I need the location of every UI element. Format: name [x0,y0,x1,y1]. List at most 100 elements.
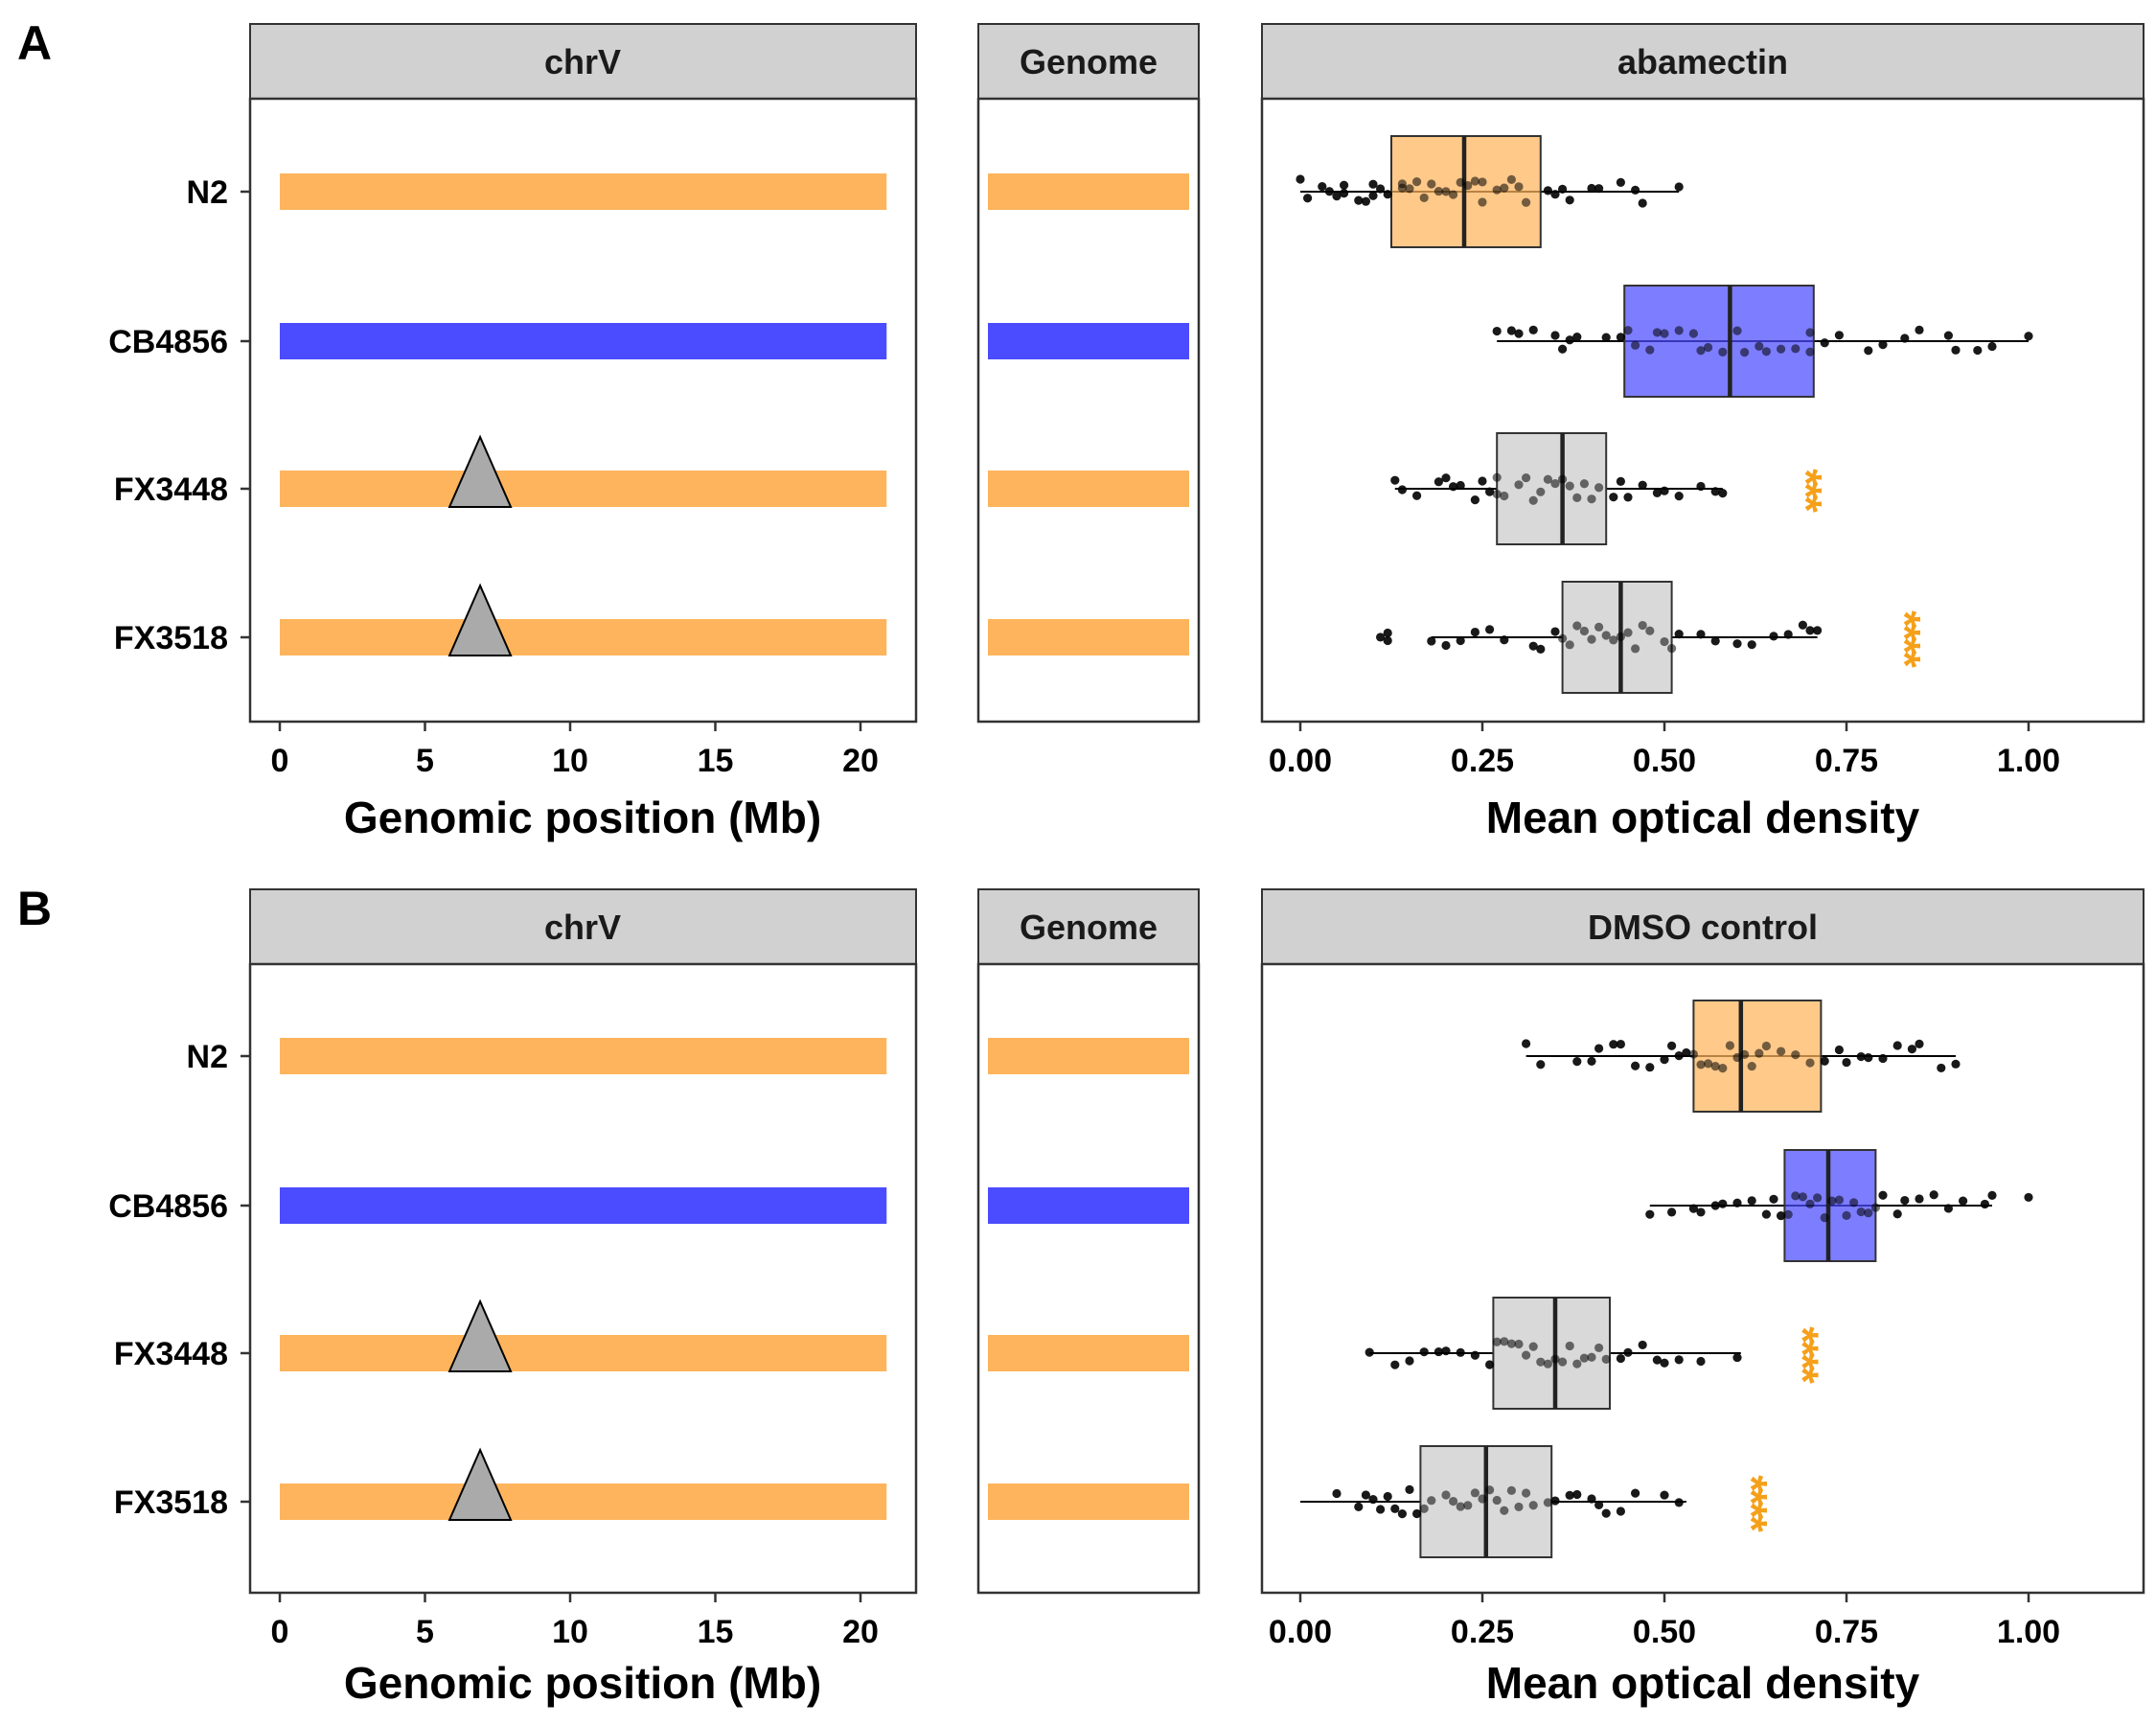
data-point [1900,1195,1910,1206]
strip-bg [249,888,917,965]
data-point [1558,344,1568,354]
strip-label-genome: Genome [1020,908,1158,947]
data-point [1485,1360,1495,1369]
facet-genome-a: Genome [976,23,1201,724]
chr-bar [280,1484,887,1520]
data-point [1441,473,1451,483]
genome-bars [988,173,1189,656]
genome-bar [988,1038,1189,1074]
data-point [1434,186,1443,196]
data-point [1761,347,1771,356]
data-point [1528,325,1538,334]
data-point [1645,1209,1655,1219]
data-point [1470,1488,1479,1498]
data-point [1368,1495,1378,1505]
data-point [1470,176,1479,186]
data-point [1747,1196,1756,1206]
y-tick-label: FX3448 [114,1336,228,1372]
data-point [1710,1061,1720,1071]
chr-bar [280,1038,887,1074]
introgression-marker [447,1447,513,1521]
data-point [1456,1347,1465,1357]
strip-bg [977,23,1200,100]
data-point [1631,340,1640,350]
chr-bars [280,173,887,656]
data-point [1755,1048,1764,1058]
x-axis-phenotype: 0.00 0.25 0.50 0.75 1.00 [1269,722,2060,779]
data-point [1798,620,1807,630]
significance-stars: **** [1727,1475,1777,1532]
data-point [1427,636,1436,646]
data-point [1907,1045,1916,1054]
data-point [1500,1506,1509,1515]
data-point [1565,335,1574,345]
data-point [1616,1353,1625,1364]
x-tick-label: 0.00 [1269,743,1332,779]
data-point [1783,1209,1793,1219]
x-axis-genomic: 0 5 10 15 20 [271,1593,879,1650]
data-point [1463,1501,1473,1510]
data-point [1587,494,1596,504]
data-point [1601,1508,1611,1518]
boxplots: **** **** [1300,1000,2033,1558]
data-point [1332,1488,1342,1499]
data-point [1688,1049,1698,1059]
data-point [1449,482,1458,492]
box [1496,432,1608,545]
data-point [1834,331,1844,340]
x-axis-title-genomic: Genomic position (Mb) [344,1658,821,1708]
data-point [1558,633,1568,643]
strip-bg [249,23,917,100]
data-point [1365,1347,1374,1357]
y-tick-label: CB4856 [108,1188,228,1225]
data-point [1332,192,1342,201]
data-point [1506,1339,1516,1348]
panel-tag-b: B [17,882,52,935]
data-point [1594,622,1604,632]
data-point [1732,639,1742,649]
data-point [1682,1047,1691,1058]
data-point [1456,1502,1465,1511]
data-point [1500,183,1509,193]
x-axis-genomic: 0 5 10 15 20 [271,722,879,779]
data-point [1623,493,1633,502]
data-point [1492,489,1502,499]
data-point [1631,185,1640,195]
data-point [1456,177,1465,187]
data-point [1813,626,1823,635]
data-point [1463,180,1473,191]
data-point [1361,196,1370,206]
data-point [1470,1350,1479,1360]
chr-bar [280,1335,887,1371]
data-point [1441,640,1451,651]
introgression-marker [447,434,513,508]
x-tick-label: 0.50 [1633,1614,1696,1650]
data-point [1376,184,1386,194]
data-point [1747,640,1756,650]
data-point [1550,331,1560,340]
data-point [1827,1196,1837,1206]
data-point [1718,1064,1728,1073]
data-point [1550,190,1560,199]
data-point [1674,1498,1684,1507]
data-point [1609,1040,1618,1049]
data-point [1478,476,1487,486]
panel-a: A chrV 0 5 10 15 20 Genomic position (Mb) Ge… [17,16,2145,842]
y-tick-label: FX3518 [114,620,228,656]
data-point [1870,1203,1880,1212]
data-point [1565,1341,1574,1351]
data-point [1594,483,1604,493]
x-tick-label: 1.00 [1997,743,2060,779]
data-point [1383,628,1392,638]
facet-chr-a: chrV 0 5 10 15 20 Genomic position (Mb) [248,23,918,842]
x-tick-label: 0 [271,743,289,779]
data-point [1449,190,1458,199]
y-tick-label: FX3448 [114,472,228,508]
data-point [1740,348,1750,357]
data-point [1528,1342,1538,1351]
data-point [1376,1505,1386,1514]
data-point [1441,187,1451,196]
data-point [1900,334,1910,343]
strip-bg [1261,23,2145,100]
data-point [1638,620,1647,631]
